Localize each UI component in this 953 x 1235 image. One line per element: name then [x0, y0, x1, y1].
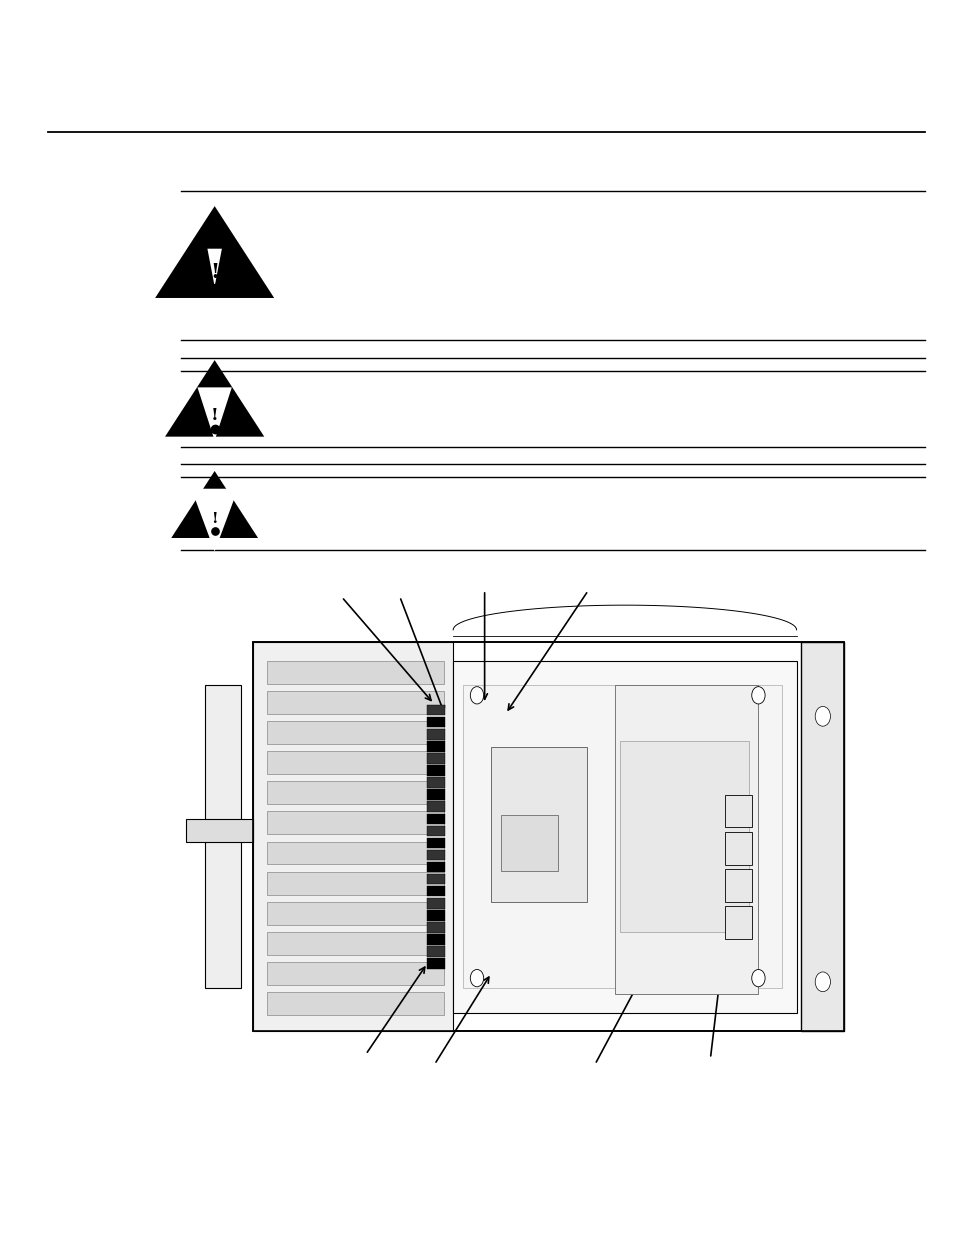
Bar: [427, 850, 444, 861]
Bar: [427, 718, 444, 727]
Bar: [267, 993, 443, 1015]
Polygon shape: [207, 248, 222, 287]
Bar: [427, 885, 444, 897]
Bar: [427, 814, 444, 824]
Bar: [267, 811, 443, 835]
Bar: [427, 753, 444, 763]
Bar: [427, 958, 444, 969]
Polygon shape: [155, 206, 274, 298]
Bar: [491, 747, 586, 902]
Circle shape: [470, 687, 483, 704]
Bar: [427, 777, 444, 788]
Bar: [253, 642, 843, 1031]
Bar: [724, 795, 751, 827]
Bar: [619, 741, 748, 932]
Bar: [427, 946, 444, 957]
Bar: [500, 815, 558, 871]
Bar: [462, 685, 781, 988]
Circle shape: [814, 972, 829, 992]
Bar: [205, 685, 241, 988]
Bar: [253, 642, 453, 1031]
Bar: [267, 902, 443, 925]
Bar: [267, 690, 443, 714]
Bar: [615, 685, 758, 994]
Circle shape: [470, 969, 483, 987]
Bar: [427, 705, 444, 715]
Bar: [427, 874, 444, 884]
Bar: [427, 862, 444, 872]
Bar: [427, 802, 444, 811]
Bar: [427, 898, 444, 909]
Bar: [267, 841, 443, 864]
Bar: [724, 906, 751, 939]
Bar: [427, 766, 444, 776]
Bar: [427, 826, 444, 836]
Bar: [267, 962, 443, 986]
Text: !: !: [211, 406, 218, 424]
Bar: [267, 751, 443, 774]
Bar: [801, 642, 843, 1031]
Bar: [267, 932, 443, 955]
Bar: [427, 741, 444, 752]
Text: !: !: [210, 262, 219, 283]
Bar: [427, 837, 444, 848]
Circle shape: [751, 969, 764, 987]
Bar: [253, 642, 843, 1031]
Bar: [724, 869, 751, 902]
Text: !: !: [212, 513, 217, 526]
Circle shape: [814, 706, 829, 726]
Bar: [427, 934, 444, 945]
Bar: [427, 910, 444, 920]
Bar: [267, 872, 443, 894]
Bar: [427, 729, 444, 740]
Polygon shape: [191, 489, 237, 551]
Bar: [267, 721, 443, 743]
Circle shape: [751, 687, 764, 704]
Polygon shape: [165, 361, 264, 437]
Bar: [267, 661, 443, 683]
Bar: [427, 789, 444, 800]
Bar: [453, 661, 796, 1013]
Bar: [724, 832, 751, 864]
Bar: [427, 923, 444, 932]
Bar: [186, 819, 253, 842]
Polygon shape: [197, 388, 232, 441]
Bar: [267, 782, 443, 804]
Polygon shape: [171, 471, 257, 538]
